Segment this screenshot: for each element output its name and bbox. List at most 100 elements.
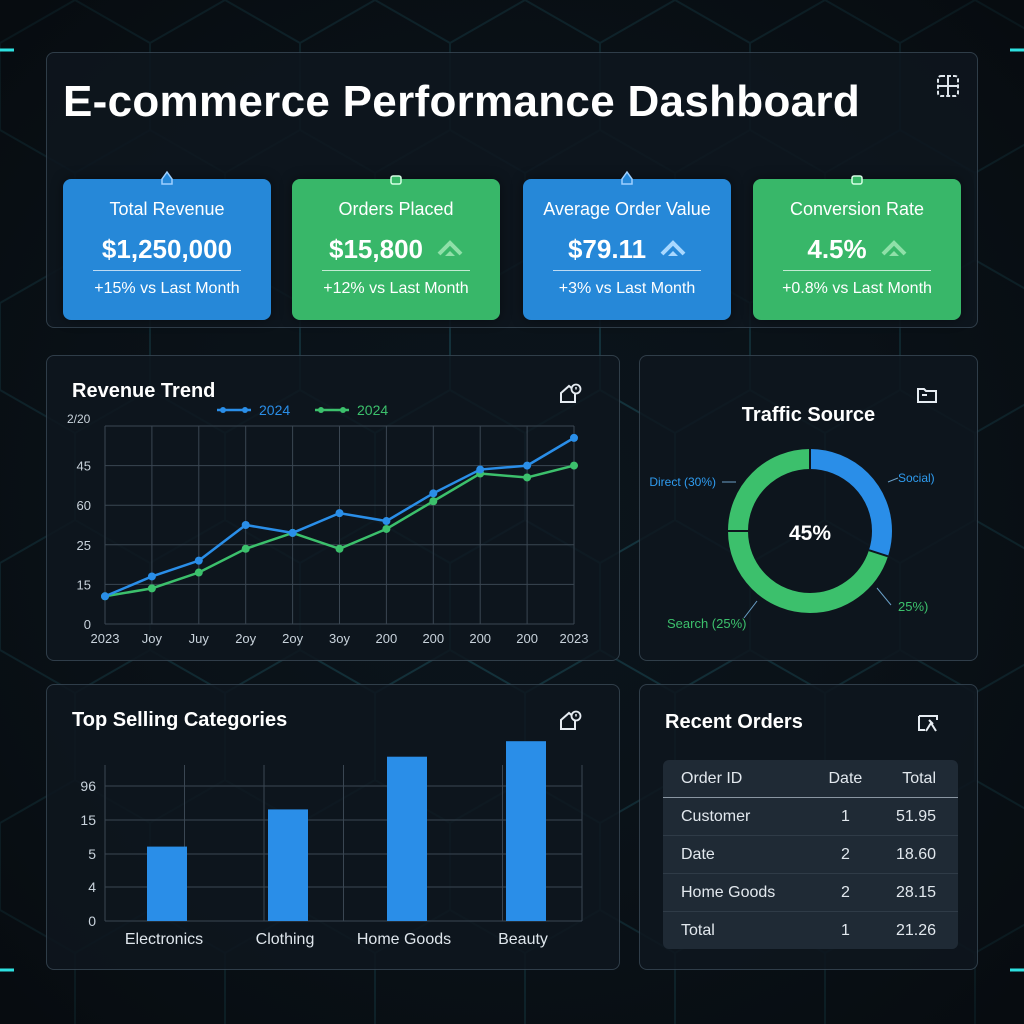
image-arrow-icon[interactable] [916,711,940,735]
y-tick-label: 45 [77,459,91,474]
trend-up-icon [437,240,463,256]
bar[interactable] [387,756,427,921]
table-cell: Date [663,835,821,874]
recent-orders-panel: Recent Orders Order ID Date Total Custom… [639,684,978,970]
column-header[interactable]: Date [820,760,871,798]
kpi-card-conversion-rate[interactable]: Conversion Rate 4.5% +0.8% vs Last Month [753,175,961,320]
data-point [382,517,391,526]
data-point [194,556,203,565]
data-point [335,544,344,553]
x-tick-label: 200 [376,631,398,646]
data-point [241,544,250,553]
data-point [429,489,438,498]
kpi-divider [783,270,931,271]
drop-icon [621,170,633,185]
legend-swatch [220,407,226,413]
table-cell: 2 [820,873,871,912]
x-tick-label: 2oy [235,631,256,646]
table-cell: Customer [681,807,751,825]
donut-center-label: 45% [789,522,831,545]
data-point [476,465,485,474]
x-tick-label: Home Goods [357,931,451,948]
table-cell: Home Goods [663,873,821,912]
table-cell: 28.15 [870,873,958,912]
bar[interactable] [506,741,546,921]
kpi-divider [553,270,701,271]
page-title: E-commerce Performance Dashboard [63,77,861,126]
table-cell: Total [663,911,821,949]
table-row[interactable]: Total 1 21.26 [663,911,958,949]
leader-line [743,600,758,619]
data-point [335,509,344,518]
y-tick-label: 5 [88,846,96,862]
data-point [147,584,156,593]
table-cell: 18.60 [870,835,958,874]
home-clock-icon[interactable] [558,709,582,733]
panel-title: Recent Orders [665,711,803,733]
y-tick-label: 25 [77,538,91,553]
folder-icon[interactable] [915,383,939,407]
data-point [570,461,578,470]
x-tick-label: Joy [142,631,163,646]
data-point [241,521,250,529]
data-point [382,524,391,533]
table-row[interactable]: Customer 1 51.95 [663,798,958,836]
legend-swatch [242,407,248,413]
slice-separator [868,549,889,558]
kpi-label: Conversion Rate [789,199,925,219]
leader-line [876,587,892,606]
table-row[interactable]: Date 2 18.60 [663,835,958,874]
revenue-line-chart: 2/20 0 15 25 60 45 2023 Joy Juy 2oy 2oy 3oy 200 200… [67,402,589,646]
data-point [523,461,532,470]
x-tick-label: Beauty [498,931,548,948]
panel-title: Traffic Source [741,404,876,426]
top-categories-panel: Top Selling Categories 0 4 5 15 96 Electroni… [46,684,620,970]
panel-title: Revenue Trend [72,380,216,402]
kpi-value: 4.5% [807,233,867,264]
kpi-label: Total Revenue [109,199,225,219]
column-header[interactable]: Total [870,760,958,798]
y-tick-label: 15 [80,812,96,828]
kpi-card-orders-placed[interactable]: Orders Placed $15,800 +12% vs Last Month [292,175,500,320]
x-tick-label: Clothing [256,931,315,948]
leader-line [887,477,899,483]
revenue-trend-panel: Revenue Trend 2/20 0 15 25 60 45 2023 Joy Juy 2… [46,355,620,661]
table-cell: 1 [820,911,871,949]
kpi-change: +15% vs Last Month [94,280,240,297]
data-point [147,572,156,581]
bar[interactable] [268,809,308,921]
legend-label: 2024 [259,402,290,418]
corner-label: 2/20 [67,412,91,426]
legend-swatch [340,407,346,413]
y-tick-label: 0 [84,617,91,632]
kpi-value: $1,250,000 [101,233,233,264]
table-cell: 1 [840,807,850,825]
drop-icon [161,170,173,185]
y-tick-label: 96 [80,778,96,794]
slice-label-social: Social) [898,471,935,485]
kpi-value: $79.11 [567,233,647,264]
table-cell: 2 [820,835,871,874]
kpi-card-total-revenue[interactable]: Total Revenue $1,250,000 +15% vs Last Mo… [63,170,271,320]
grid-icon[interactable] [935,73,961,99]
slice-label-direct: Direct (30%) [649,475,716,489]
table-row[interactable]: Home Goods 2 28.15 [663,873,958,912]
kpi-change: +3% vs Last Month [558,280,696,297]
kpi-value: $15,800 [329,233,423,264]
kpi-change: +12% vs Last Month [323,280,469,297]
kpi-label: Orders Placed [338,199,454,219]
trend-up-icon [881,240,907,256]
bar[interactable] [147,846,187,921]
x-tick-label: Juy [189,631,210,646]
x-tick-label: 2oy [282,631,303,646]
x-tick-label: 2023 [560,631,589,646]
home-clock-icon[interactable] [558,382,582,406]
x-tick-label: 200 [516,631,538,646]
y-tick-label: 0 [88,913,96,929]
table-cell: 51.95 [895,807,936,825]
data-point [570,433,578,442]
column-header[interactable]: Order ID [663,760,821,798]
kpi-card-average-order-value[interactable]: Average Order Value $79.11 +3% vs Last M… [523,170,731,320]
table-cell: 21.26 [870,911,958,949]
x-tick-label: 200 [422,631,444,646]
